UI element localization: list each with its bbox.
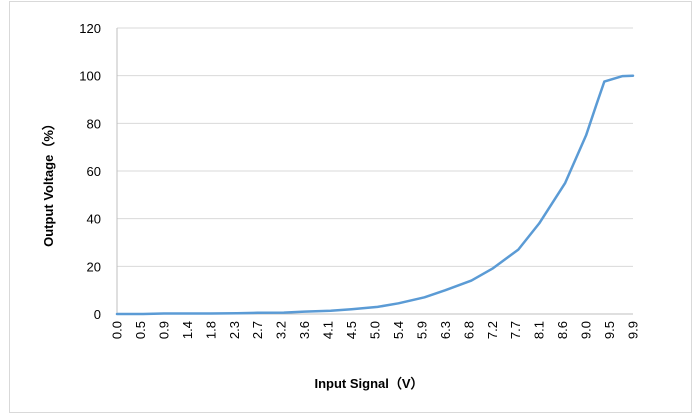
series-layer [115, 74, 635, 316]
x-axis-title: Input Signal（V） [314, 376, 423, 391]
x-tick-label: 5.9 [414, 321, 429, 339]
x-tick-label: 4.1 [321, 321, 336, 339]
x-tick-label: 7.7 [508, 321, 523, 339]
x-tick-label: 0.0 [110, 321, 125, 339]
y-tick-label: 120 [79, 21, 101, 36]
x-tick-label: 1.4 [180, 321, 195, 339]
y-tick-label: 20 [87, 259, 101, 274]
x-tick-label: 0.5 [133, 321, 148, 339]
y-axis-title: Output Voltage（%） [41, 117, 56, 247]
x-tick-label: 6.8 [461, 321, 476, 339]
y-tick-label: 100 [79, 69, 101, 84]
x-tick-label: 7.2 [485, 321, 500, 339]
x-tick-label: 9.0 [579, 321, 594, 339]
y-tick-label: 60 [87, 164, 101, 179]
y-tick-labels: 0 20 40 60 80 100 120 [79, 21, 101, 322]
x-tick-label: 2.7 [250, 321, 265, 339]
y-tick-label: 40 [87, 212, 101, 227]
gridlines [117, 27, 633, 267]
y-tick-label: 0 [94, 307, 101, 322]
x-tick-label: 4.5 [344, 321, 359, 339]
x-tick-label: 3.6 [297, 321, 312, 339]
x-tick-label: 9.5 [602, 321, 617, 339]
y-tick-label: 80 [87, 116, 101, 131]
x-tick-label: 0.9 [156, 321, 171, 339]
x-tick-label: 9.9 [626, 321, 641, 339]
series-line [115, 74, 635, 316]
x-tick-label: 8.1 [532, 321, 547, 339]
x-tick-label: 3.2 [274, 321, 289, 339]
x-tick-label: 1.8 [203, 321, 218, 339]
chart-frame [9, 1, 692, 413]
x-tick-label: 2.3 [227, 321, 242, 339]
x-tick-label: 5.4 [391, 321, 406, 339]
x-tick-label: 5.0 [368, 321, 383, 339]
x-tick-label: 8.6 [555, 321, 570, 339]
x-tick-labels: 0.0 0.5 0.9 1.4 1.8 2.3 2.7 3.2 3.6 4.1 4.5 5.0 5.4 5… [110, 321, 641, 339]
x-tick-label: 6.3 [438, 321, 453, 339]
